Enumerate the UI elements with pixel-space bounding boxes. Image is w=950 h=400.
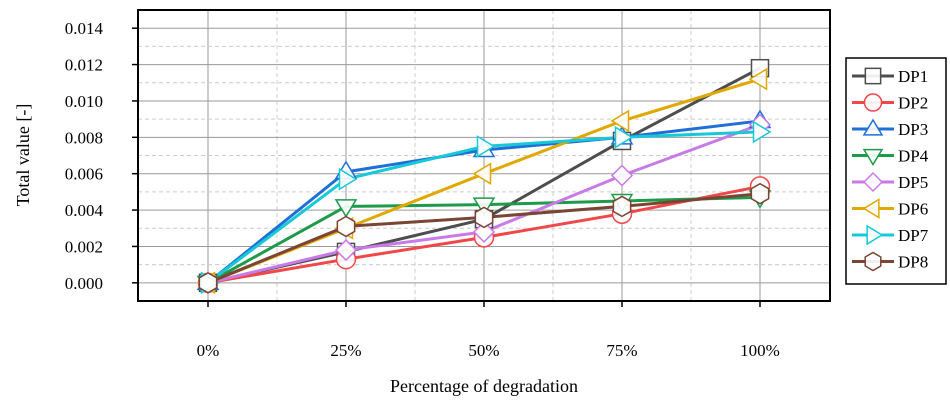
legend-marker	[862, 198, 880, 219]
legend-marker	[862, 118, 884, 136]
y-tick-label: 0.002	[65, 237, 103, 256]
legend-item: DP8	[852, 251, 928, 272]
y-tick-label: 0.012	[65, 56, 103, 75]
data-point-marker	[612, 195, 632, 218]
legend-label: DP3	[898, 120, 928, 139]
legend-item: DP7	[852, 224, 929, 246]
data-point-marker	[610, 109, 630, 133]
x-tick-label: 50%	[468, 341, 499, 360]
legend-marker	[862, 148, 884, 166]
legend-item: DP2	[852, 93, 928, 113]
legend-item: DP1	[852, 67, 928, 86]
y-tick-label: 0.006	[65, 165, 103, 184]
y-axis-ticks: 0.000 0.002 0.004 0.006 0.008 0.010 0.012 0.014	[65, 19, 138, 293]
x-tick-label: 75%	[606, 341, 637, 360]
legend-label: DP6	[898, 200, 928, 219]
data-point-marker	[476, 135, 496, 158]
y-tick-label: 0.014	[65, 19, 104, 38]
legend-marker	[864, 67, 882, 85]
data-point-marker	[748, 67, 768, 91]
data-point-marker	[334, 199, 358, 218]
x-tick-label: 25%	[330, 341, 361, 360]
x-axis-title: Percentage of degradation	[390, 376, 578, 396]
y-tick-label: 0.008	[65, 128, 103, 147]
legend-item: DP4	[852, 147, 929, 166]
y-tick-label: 0.000	[65, 274, 103, 293]
data-point-marker	[338, 167, 358, 191]
legend-marker	[863, 93, 883, 112]
x-tick-label: 0%	[197, 341, 220, 360]
series-markers-dp8	[198, 182, 770, 294]
data-point-marker	[198, 271, 218, 294]
x-tick-label: 100%	[740, 341, 780, 360]
y-tick-label: 0.010	[65, 92, 103, 111]
legend-label: DP5	[898, 173, 928, 192]
legend-marker	[862, 171, 884, 193]
data-point-marker	[334, 239, 358, 262]
data-point-marker	[472, 162, 492, 186]
data-point-marker	[610, 164, 634, 187]
legend-item: DP6	[852, 198, 928, 219]
legend-box	[845, 57, 947, 285]
x-axis-ticks: 0% 25% 50% 75% 100%	[197, 301, 780, 360]
data-point-marker	[750, 182, 770, 205]
y-tick-label: 0.004	[65, 201, 104, 220]
series-layer	[196, 58, 772, 295]
data-point-marker	[614, 125, 634, 149]
y-axis-title: Total value [-]	[13, 104, 33, 207]
legend-label: DP8	[898, 253, 928, 272]
data-point-marker	[472, 220, 496, 243]
legend-label: DP7	[898, 226, 929, 245]
data-point-marker	[336, 215, 356, 238]
data-point-marker	[474, 206, 494, 229]
legend-marker	[864, 251, 882, 272]
legend-label: DP2	[898, 94, 928, 113]
legend: DP1 DP2 DP3 DP4 DP5 DP6 DP7 DP8	[845, 57, 947, 285]
legend-label: DP1	[898, 67, 928, 86]
data-point-marker	[472, 197, 496, 217]
data-point-marker	[752, 120, 772, 144]
legend-item: DP3	[852, 118, 928, 139]
legend-label: DP4	[898, 147, 929, 166]
legend-marker	[866, 224, 884, 246]
legend-item: DP5	[852, 171, 928, 193]
